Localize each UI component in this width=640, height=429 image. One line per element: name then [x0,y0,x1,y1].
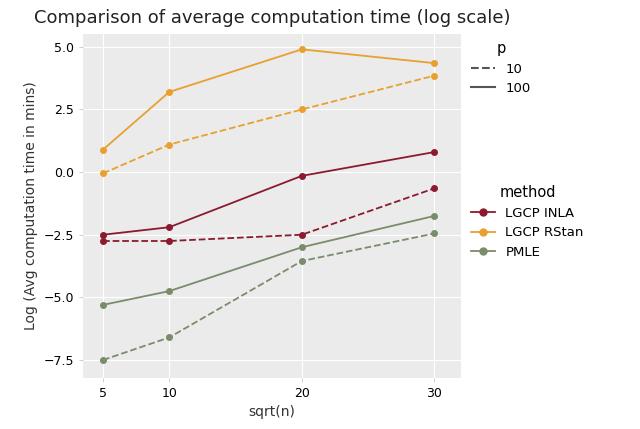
Legend: LGCP INLA, LGCP RStan, PMLE: LGCP INLA, LGCP RStan, PMLE [471,185,584,259]
Title: Comparison of average computation time (log scale): Comparison of average computation time (… [34,9,510,27]
X-axis label: sqrt(n): sqrt(n) [248,405,296,419]
Y-axis label: Log (Avg computation time in mins): Log (Avg computation time in mins) [24,82,38,330]
